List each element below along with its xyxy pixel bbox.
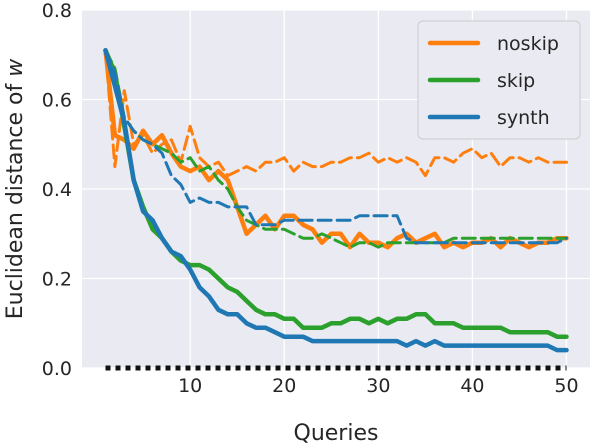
- legend-box: [417, 20, 581, 140]
- x-axis-label: Queries: [294, 421, 379, 445]
- y-tick-labels: 0.0 0.2 0.4 0.6 0.8: [42, 0, 72, 380]
- x-tick-label: 50: [554, 375, 578, 397]
- legend-label-skip: skip: [497, 70, 535, 92]
- y-tick-label: 0.0: [42, 358, 72, 380]
- series-line-3: [104, 48, 568, 249]
- y-tick-label: 0.8: [42, 0, 72, 22]
- y-axis-label-variable: w: [3, 58, 28, 77]
- legend-label-synth: synth: [497, 107, 550, 129]
- y-axis-label: Euclidean distance of w: [3, 58, 28, 320]
- y-tick-label: 0.6: [42, 90, 72, 112]
- x-tick-labels: 10 20 30 40 50: [178, 375, 578, 397]
- y-tick-label: 0.4: [42, 179, 72, 201]
- x-tick-label: 10: [178, 375, 202, 397]
- series-line-5: [104, 48, 568, 245]
- series-line-4: [103, 48, 569, 353]
- x-tick-label: 20: [272, 375, 296, 397]
- y-tick-label: 0.2: [42, 269, 72, 291]
- series-line-1: [104, 48, 568, 178]
- y-axis-label-text: Euclidean distance of: [3, 77, 28, 320]
- x-tick-label: 40: [460, 375, 484, 397]
- series-layer: [103, 48, 569, 371]
- legend-label-noskip: noskip: [497, 33, 559, 55]
- legend: noskip skip synth: [417, 20, 581, 140]
- x-tick-label: 30: [366, 375, 390, 397]
